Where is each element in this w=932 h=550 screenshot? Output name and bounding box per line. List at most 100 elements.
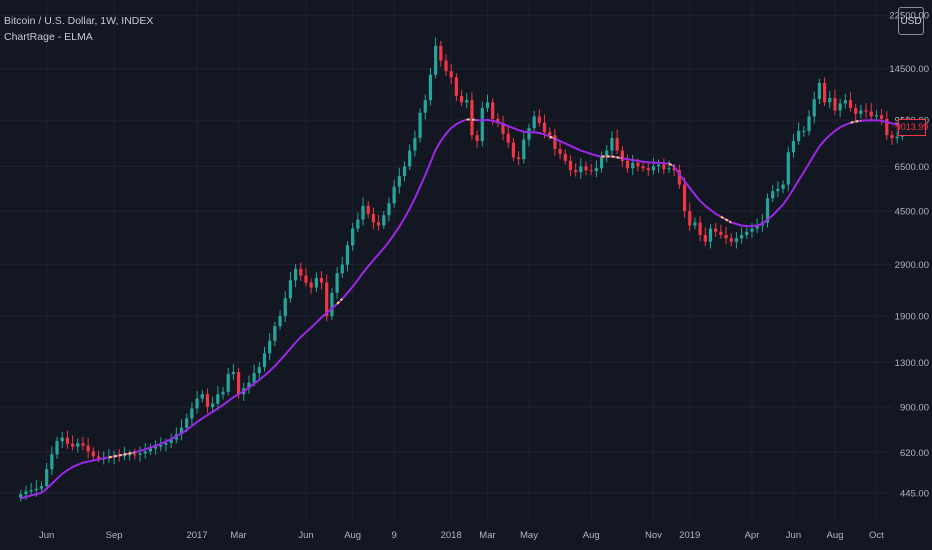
candle xyxy=(625,154,630,173)
candle xyxy=(563,149,567,165)
y-tick-label: 4500.00 xyxy=(895,207,929,218)
candle xyxy=(29,483,33,496)
candles xyxy=(19,37,910,502)
candle xyxy=(594,160,599,178)
candle xyxy=(216,385,220,411)
currency-button[interactable]: USD xyxy=(898,7,924,35)
candle xyxy=(817,78,822,105)
candle xyxy=(231,364,235,381)
candle xyxy=(615,129,619,155)
time-axis[interactable]: Jun Sep 2017 Mar Jun Aug 9 2018 Mar May Aug Nov 2019… xyxy=(39,530,884,541)
candle xyxy=(631,155,635,176)
x-tick-label: Sep xyxy=(106,530,123,541)
x-tick-label: Aug xyxy=(827,530,844,541)
candle xyxy=(807,110,811,136)
candle xyxy=(351,222,355,251)
candle xyxy=(698,216,702,241)
elma-highlight-segment xyxy=(549,135,556,140)
candle xyxy=(293,263,298,288)
candle xyxy=(869,103,873,122)
y-tick-label: 2900.00 xyxy=(895,260,929,271)
candle xyxy=(221,386,225,400)
candle xyxy=(802,126,806,137)
candle xyxy=(532,110,536,134)
candle xyxy=(200,390,204,403)
elma-highlight-segment xyxy=(850,119,862,124)
x-tick-label: Jun xyxy=(298,530,313,541)
candle xyxy=(885,111,889,140)
x-tick-label: 2018 xyxy=(441,530,462,541)
candle xyxy=(413,130,417,157)
y-tick-label: 900.00 xyxy=(900,403,929,414)
candle xyxy=(356,212,360,233)
candle xyxy=(470,91,474,140)
candle xyxy=(402,161,407,182)
candle xyxy=(76,438,80,453)
candle xyxy=(70,435,75,451)
candle xyxy=(765,193,770,228)
candle xyxy=(771,184,775,203)
candle xyxy=(605,145,609,163)
candle xyxy=(574,163,578,177)
candle xyxy=(50,446,54,476)
candle xyxy=(791,134,796,158)
candle xyxy=(340,256,344,278)
elma-highlight-segment xyxy=(108,451,135,459)
elma-highlight-segment xyxy=(668,162,675,168)
candle xyxy=(418,108,422,143)
x-tick-label: Jun xyxy=(39,530,54,541)
candle xyxy=(501,115,505,141)
candle xyxy=(475,130,479,148)
candle xyxy=(895,131,899,144)
x-tick-label: Aug xyxy=(583,530,600,541)
candle xyxy=(314,272,318,293)
x-tick-label: 2017 xyxy=(186,530,207,541)
candle xyxy=(288,271,293,303)
candle xyxy=(366,200,370,219)
candle xyxy=(776,181,780,198)
candle xyxy=(81,437,85,451)
candle xyxy=(781,180,785,194)
candle xyxy=(812,91,816,124)
candle xyxy=(268,333,272,361)
candle xyxy=(620,145,624,167)
candle xyxy=(361,197,365,226)
x-tick-label: 2019 xyxy=(679,530,700,541)
candle xyxy=(527,123,531,147)
candle xyxy=(589,163,593,175)
grid xyxy=(0,0,892,522)
candle xyxy=(584,161,588,176)
candle xyxy=(397,167,401,194)
candle xyxy=(55,436,59,459)
y-tick-label: 6500.00 xyxy=(895,162,929,173)
candle xyxy=(190,402,194,426)
candle xyxy=(662,158,666,175)
candle xyxy=(558,141,562,160)
indicator-title: ChartRage - ELMA xyxy=(4,31,93,43)
candle xyxy=(890,130,894,145)
elma-highlight-segment xyxy=(466,118,478,122)
symbol-title: Bitcoin / U.S. Dollar, 1W, INDEX xyxy=(4,15,154,27)
candle xyxy=(382,211,386,230)
candle xyxy=(169,433,173,449)
candle xyxy=(537,109,541,127)
candle xyxy=(724,226,728,245)
x-tick-label: Oct xyxy=(869,530,884,541)
candle xyxy=(610,131,614,156)
candle xyxy=(553,128,557,156)
candle xyxy=(434,37,438,79)
candle xyxy=(444,54,448,76)
candle xyxy=(859,104,863,119)
candle xyxy=(65,430,70,450)
candle xyxy=(454,73,458,102)
y-tick-label: 1900.00 xyxy=(895,312,929,323)
candle xyxy=(516,151,521,166)
candle xyxy=(786,146,790,192)
candle xyxy=(91,447,95,462)
candle xyxy=(714,222,718,237)
candle xyxy=(739,227,744,244)
x-tick-label: 9 xyxy=(391,530,396,541)
candle xyxy=(45,462,49,490)
